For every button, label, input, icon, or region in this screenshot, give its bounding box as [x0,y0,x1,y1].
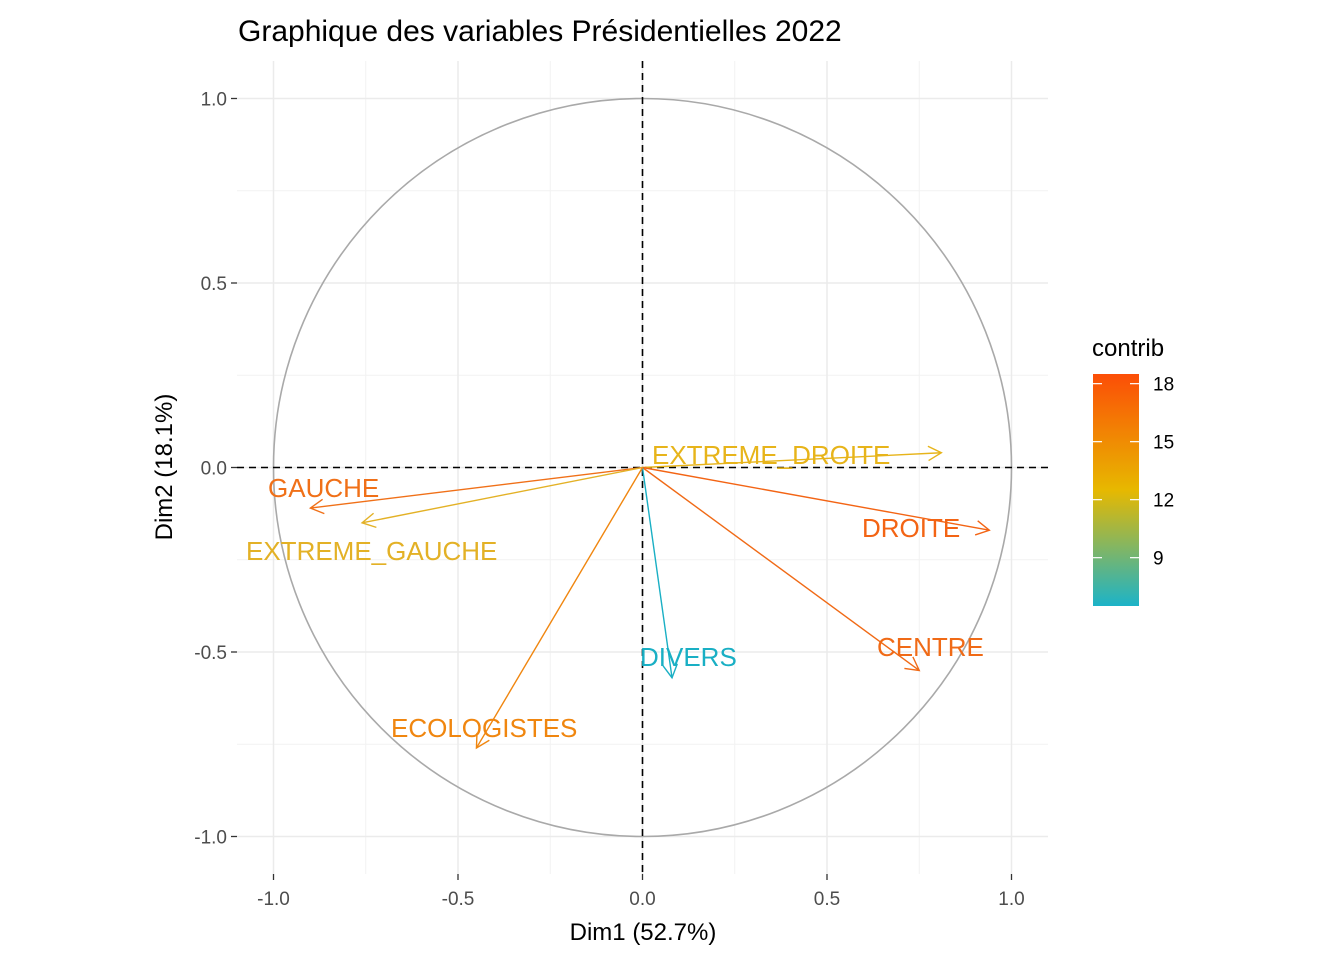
arrow-shaft [310,466,643,509]
legend-tick-label: 9 [1153,549,1164,570]
legend-title: contrib [1092,335,1164,362]
legend-tick-label: 12 [1153,491,1174,512]
variable-label-extreme-gauche: EXTREME_GAUCHE [246,536,497,566]
legend-colorbar [1093,374,1139,606]
arrow-shaft [641,467,673,678]
arrow-extreme-gauche [360,466,643,529]
y-tick-label: -1.0 [194,828,227,849]
variable-labels: EXTREME_DROITE GAUCHE EXTREME_GAUCHE DROITE… [246,440,984,743]
variable-label-divers: DIVERS [640,642,737,672]
arrow-head [927,445,943,462]
arrow-divers [641,467,678,680]
y-tick-label: 0.5 [201,274,227,295]
chart-title: Graphique des variables Présidentielles … [238,15,842,48]
x-tick-label: -0.5 [442,889,475,910]
arrow-shaft [475,467,644,749]
arrow-extreme-droite [642,445,943,469]
variable-label-extreme-droite: EXTREME_DROITE [652,440,890,470]
x-tick-label: 0.0 [629,889,655,910]
arrow-shaft [642,466,920,672]
x-tick-label: -1.0 [257,889,290,910]
y-axis-title: Dim2 (18.1%) [151,394,178,541]
variable-label-droite: DROITE [862,513,960,543]
y-tick-label: 1.0 [201,90,227,111]
arrow-shaft [642,466,990,531]
arrow-head [475,732,490,750]
legend-tick-label: 18 [1153,375,1174,396]
variable-label-ecologistes: ECOLOGISTES [391,713,577,743]
variable-label-centre: CENTRE [877,632,984,662]
arrow-centre [642,466,921,672]
y-tick-label: 0.0 [201,459,227,480]
variable-label-gauche: GAUCHE [268,473,379,503]
contrib-legend: contrib 18 15 12 9 [1092,335,1174,606]
y-axis-ticks: 1.0 0.5 0.0 -0.5 -1.0 [194,90,237,849]
x-tick-label: 1.0 [998,889,1024,910]
legend-tick-label: 15 [1153,433,1174,454]
arrow-head [974,520,991,536]
arrow-droite [642,466,991,536]
arrow-head [904,656,921,672]
arrow-head [308,498,325,515]
arrow-gauche [308,466,643,515]
arrow-shaft [361,466,643,524]
legend-ticks: 18 15 12 9 [1093,375,1174,570]
x-tick-label: 0.5 [814,889,840,910]
x-axis-title: Dim1 (52.7%) [570,919,717,946]
arrow-head [360,512,377,529]
arrow-ecologistes [475,467,644,750]
arrow-shaft [642,452,942,469]
y-tick-label: -0.5 [194,643,227,664]
variable-arrows [308,445,991,750]
arrow-head [662,663,678,680]
x-axis-ticks: -1.0 -0.5 0.0 0.5 1.0 [257,874,1025,910]
